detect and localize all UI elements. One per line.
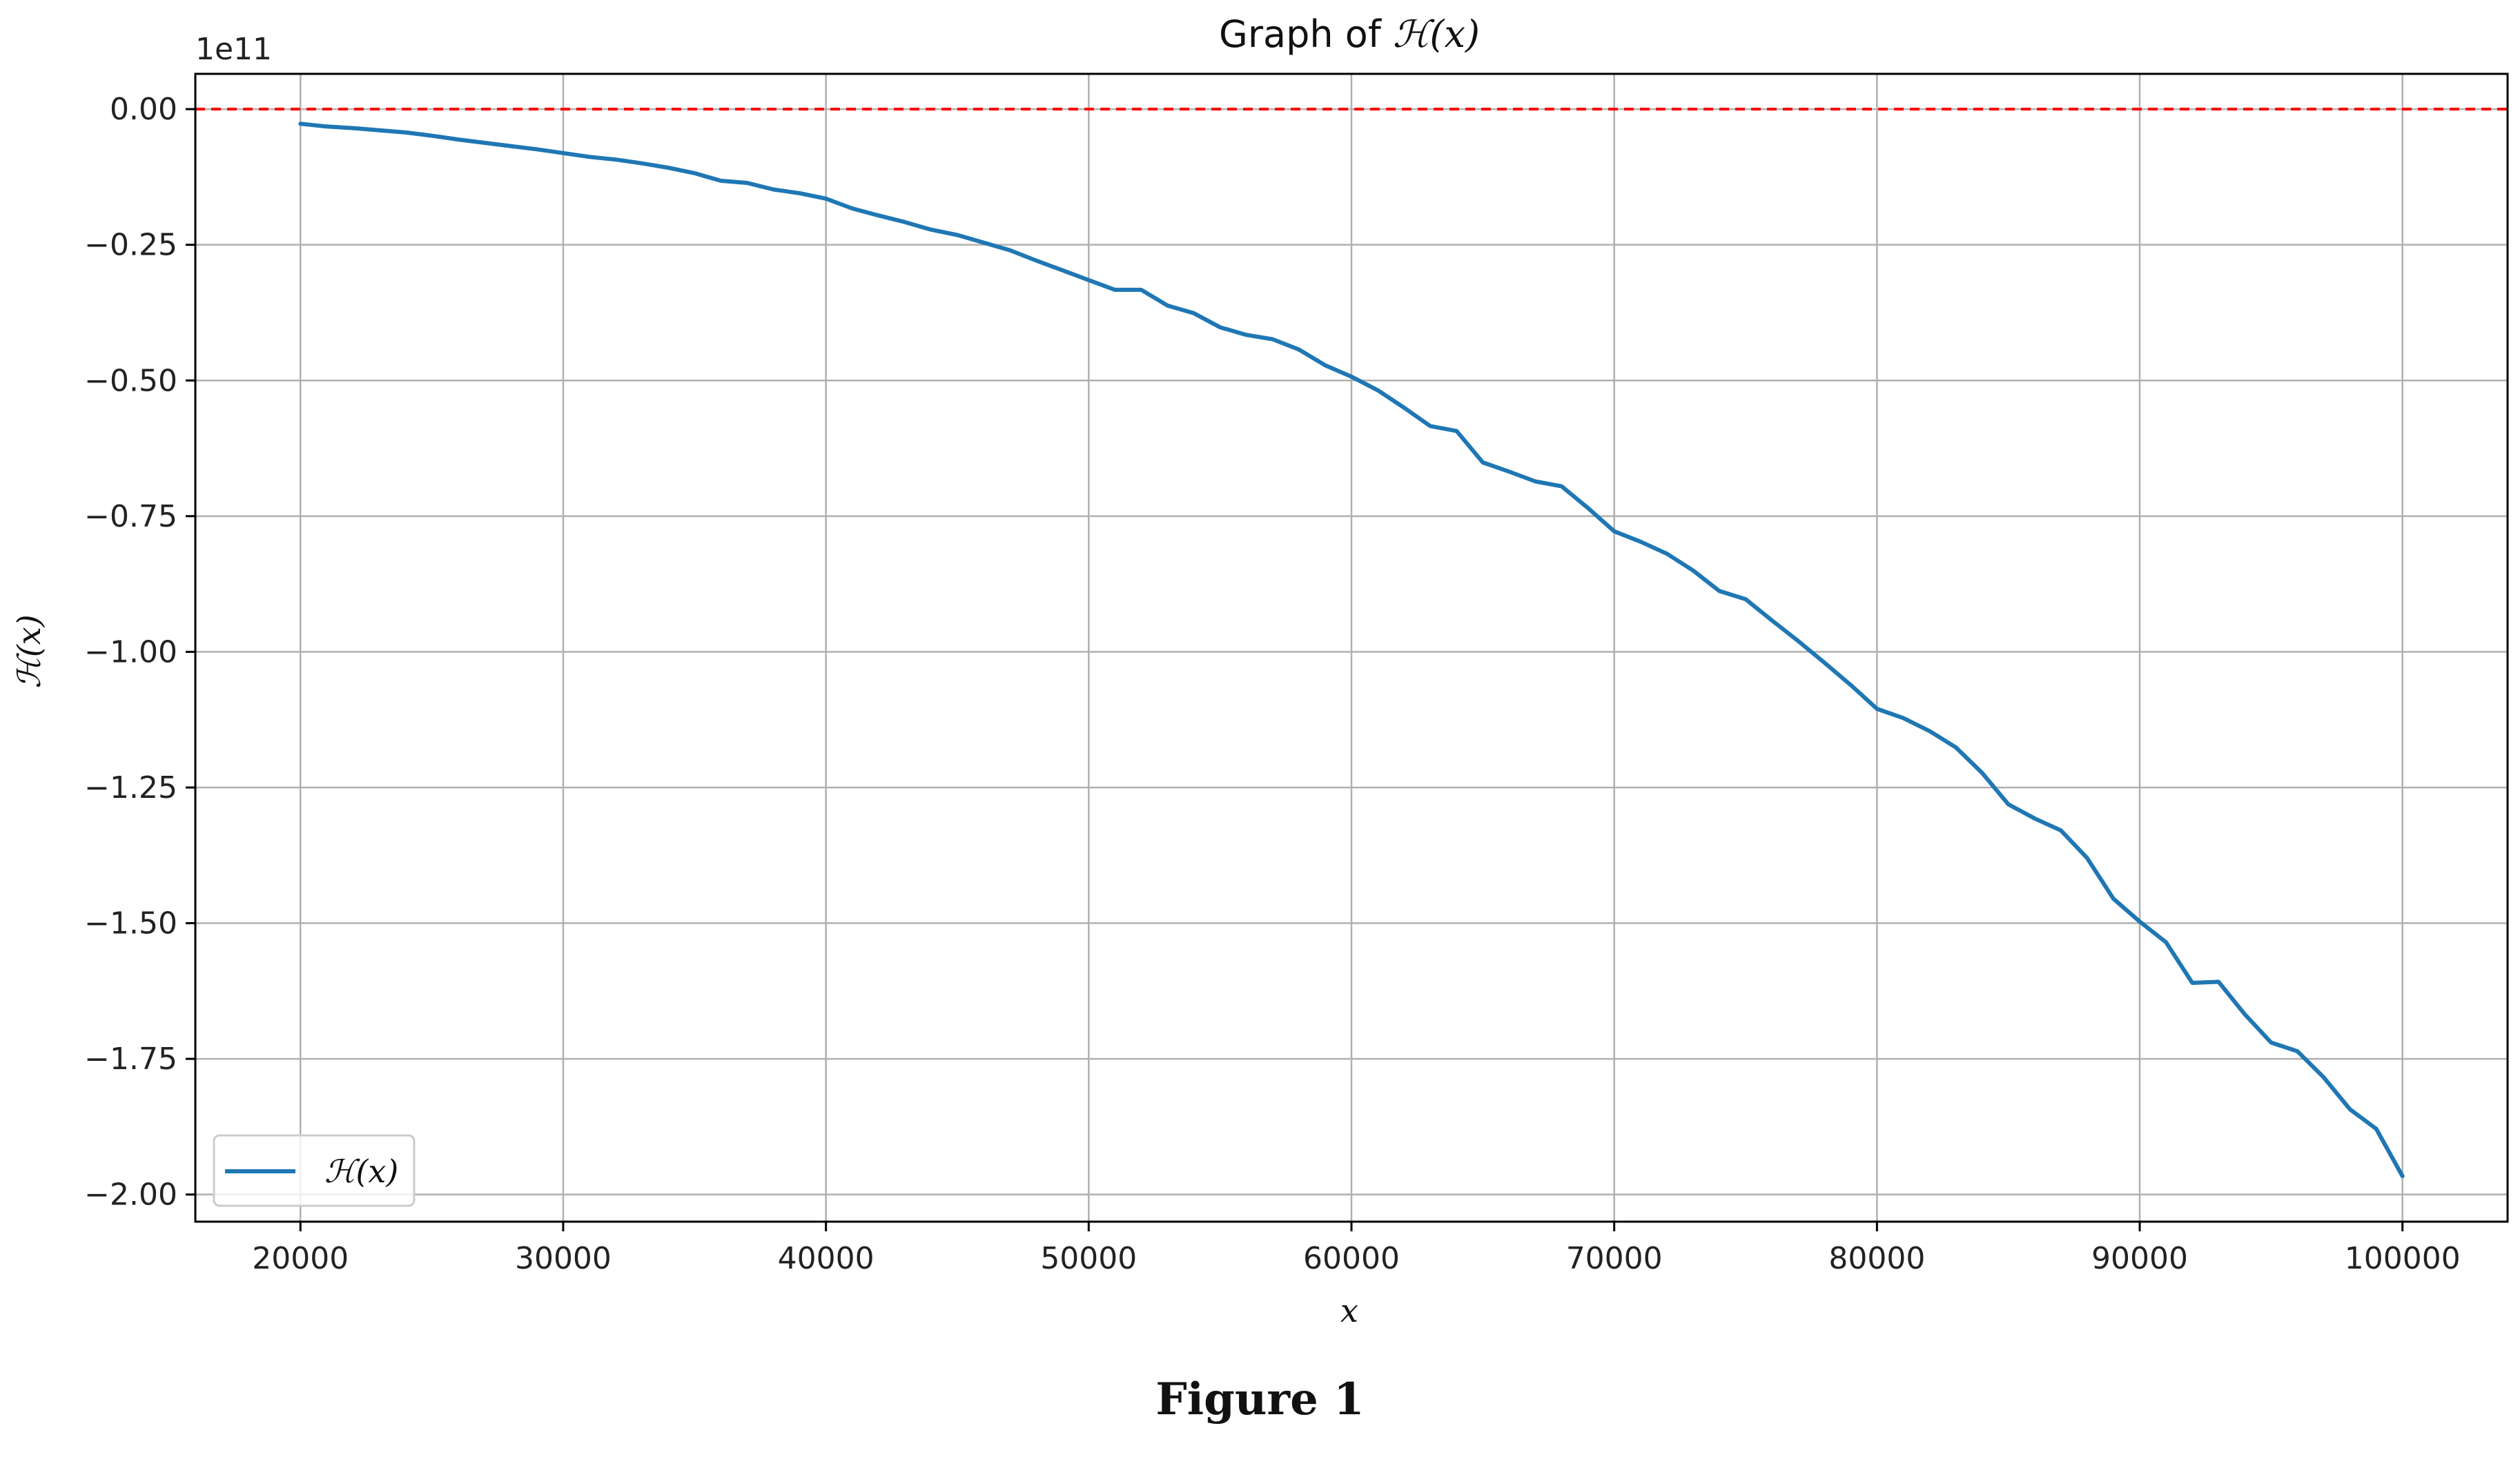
y-tick-label: −1.50 [84,906,177,941]
y-axis-label: ℋ(x) [10,614,48,688]
y-scale-label: 1e11 [195,32,272,67]
x-tick-label: 40000 [778,1241,875,1276]
figure-caption: Figure 1 [1155,1374,1365,1425]
chart-title: Graph of ℋ(x) [1219,12,1480,56]
y-tick-label: −2.00 [84,1177,177,1213]
y-tick-label: −0.75 [84,499,177,534]
series-layer [298,121,2405,1178]
x-axis-label: x [1340,1292,1358,1329]
x-axis: 20000 30000 40000 50000 60000 70000 80000 90000… [252,1222,2461,1276]
y-axis: 0.00 −0.25 −0.50 −0.75 −1.00 −1.25 −1.50 −1.75 −… [84,92,195,1213]
legend-label: ℋ(x) [324,1153,398,1190]
y-tick-label: −1.00 [84,634,177,670]
y-tick-label: 0.00 [110,92,177,127]
x-tick-label: 70000 [1566,1241,1663,1276]
legend-box [213,1134,416,1207]
x-tick-label: 50000 [1040,1241,1137,1276]
chart-title-text: Graph of [1219,12,1393,56]
chart-title-math: ℋ(x) [1393,12,1480,56]
y-tick-label: −1.25 [84,770,177,805]
legend: ℋ(x) [213,1134,416,1207]
y-tick-label: −0.25 [84,228,177,263]
y-tick-label: −1.75 [84,1042,177,1077]
x-tick-label: 100000 [2345,1241,2461,1276]
series-line [298,121,2405,1178]
x-tick-label: 60000 [1303,1241,1400,1276]
x-tick-label: 80000 [1828,1241,1925,1276]
x-tick-label: 30000 [515,1241,612,1276]
x-tick-label: 90000 [2091,1241,2188,1276]
x-tick-label: 20000 [252,1241,349,1276]
y-tick-label: −0.50 [84,363,177,398]
